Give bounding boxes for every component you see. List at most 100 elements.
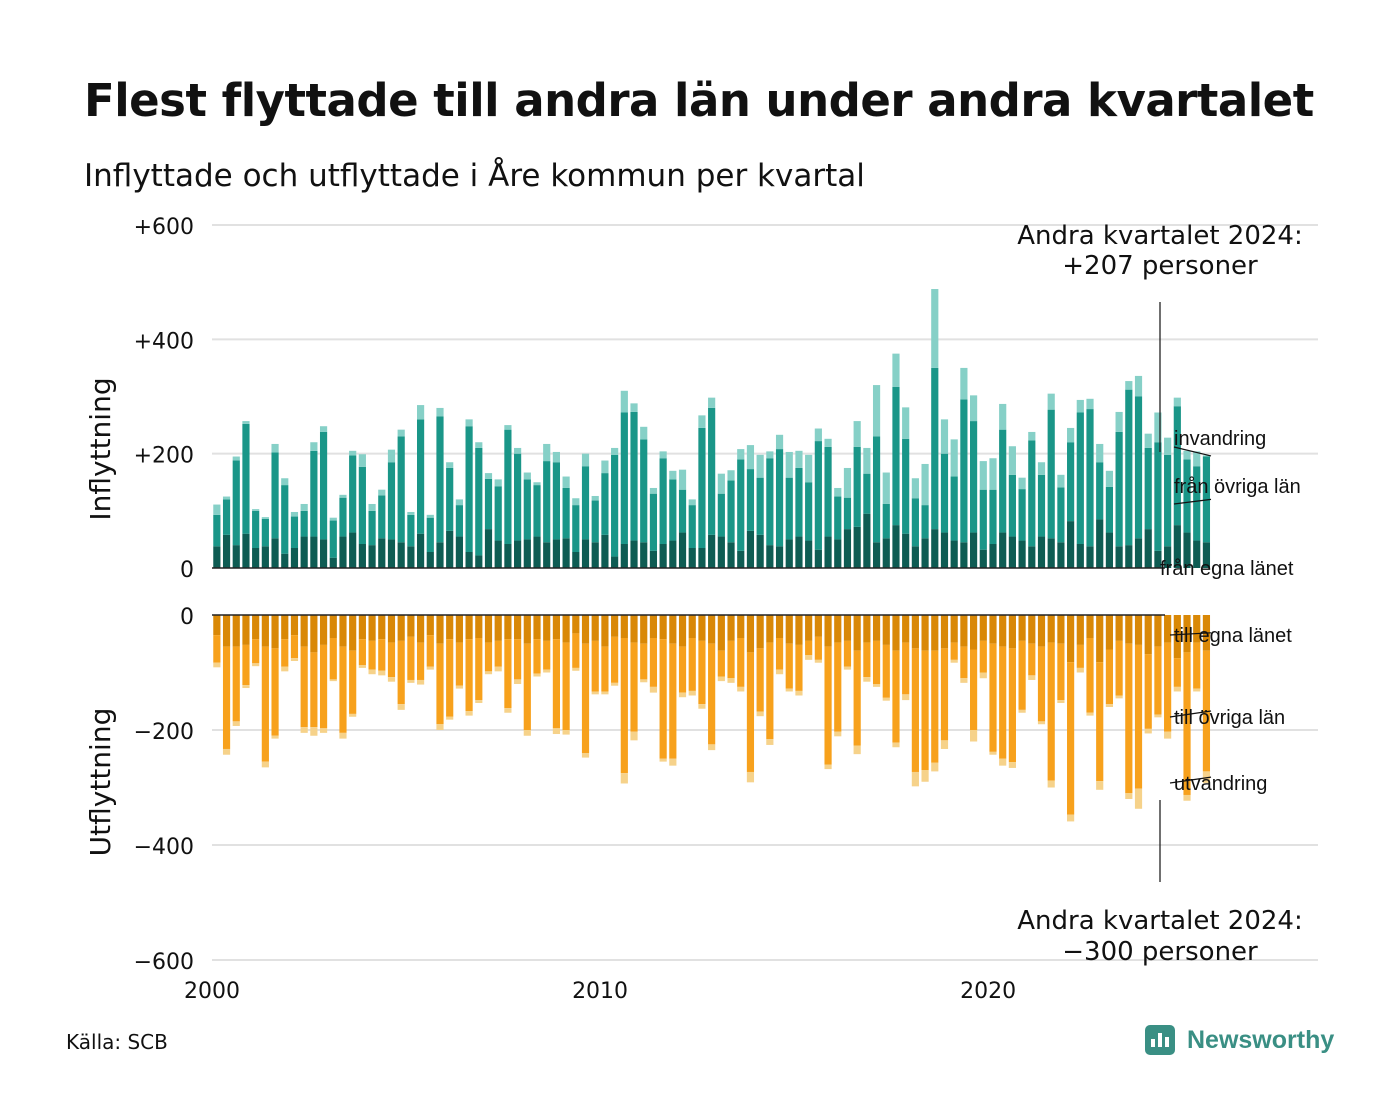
bar-inflow-1 <box>872 436 881 543</box>
bar-outflow-1 <box>242 644 250 686</box>
bar-inflow-1 <box>1018 489 1026 541</box>
bar-inflow-2 <box>455 499 463 506</box>
bar-inflow-2 <box>349 450 357 456</box>
bar-outflow-1 <box>640 643 648 680</box>
bar-inflow-0 <box>426 551 434 568</box>
bar-outflow-2 <box>1193 688 1201 692</box>
bar-outflow-0 <box>727 615 735 641</box>
bar-outflow-0 <box>368 615 376 641</box>
bar-inflow-0 <box>484 529 493 568</box>
bar-inflow-2 <box>232 456 240 461</box>
bar-outflow-1 <box>484 642 493 672</box>
bar-inflow-2 <box>678 469 687 490</box>
bar-inflow-0 <box>271 538 279 568</box>
bar-outflow-0 <box>931 615 939 651</box>
bar-outflow-1 <box>882 644 890 698</box>
bar-inflow-2 <box>601 460 609 474</box>
bar-inflow-0 <box>892 525 900 568</box>
bar-inflow-2 <box>494 479 502 487</box>
bar-inflow-1 <box>940 453 949 533</box>
bar-outflow-1 <box>494 640 502 667</box>
bar-inflow-1 <box>378 495 386 539</box>
bar-outflow-2 <box>1067 814 1075 822</box>
bar-inflow-1 <box>591 500 599 543</box>
bar-inflow-2 <box>775 434 784 450</box>
bar-outflow-1 <box>649 638 658 687</box>
bar-outflow-2 <box>1047 780 1055 788</box>
bar-inflow-0 <box>213 546 221 568</box>
bar-outflow-2 <box>708 744 716 751</box>
bar-outflow-1 <box>397 640 405 705</box>
bar-outflow-1 <box>795 644 803 691</box>
bar-inflow-2 <box>746 445 755 470</box>
bar-inflow-1 <box>601 473 609 535</box>
bar-outflow-0 <box>630 615 638 643</box>
bar-inflow-2 <box>1115 411 1123 432</box>
bar-outflow-0 <box>863 615 871 643</box>
bar-inflow-0 <box>863 513 871 568</box>
bar-inflow-1 <box>1086 409 1094 547</box>
y-axis-title: Utflyttning <box>84 708 117 857</box>
bar-outflow-0 <box>756 615 764 649</box>
bar-outflow-0 <box>329 615 337 638</box>
bar-inflow-1 <box>785 477 793 540</box>
bar-outflow-0 <box>1144 615 1152 655</box>
bar-inflow-1 <box>1164 454 1172 547</box>
bar-inflow-0 <box>1086 546 1094 568</box>
bar-inflow-1 <box>349 455 357 533</box>
bar-outflow-2 <box>630 731 638 741</box>
bar-inflow-0 <box>688 547 696 568</box>
bar-outflow-1 <box>659 639 667 759</box>
bar-outflow-0 <box>572 615 580 634</box>
bar-outflow-0 <box>252 615 260 640</box>
bar-outflow-2 <box>824 764 832 770</box>
bar-inflow-0 <box>533 536 541 568</box>
annotation-text: Andra kvartalet 2024: <box>1017 906 1302 936</box>
bar-outflow-1 <box>1183 652 1191 795</box>
bar-inflow-0 <box>436 542 444 568</box>
bar-inflow-1 <box>708 407 716 535</box>
bar-outflow-1 <box>271 648 279 736</box>
bar-outflow-0 <box>902 615 910 643</box>
bar-outflow-2 <box>863 677 871 682</box>
bar-outflow-1 <box>785 643 793 689</box>
bar-outflow-1 <box>872 640 881 684</box>
bar-outflow-2 <box>368 669 376 675</box>
bar-inflow-1 <box>892 386 900 526</box>
bar-outflow-2 <box>698 704 706 709</box>
bar-inflow-2 <box>737 449 745 460</box>
bar-outflow-0 <box>717 615 725 651</box>
bar-outflow-2 <box>1076 667 1084 673</box>
bar-inflow-2 <box>475 442 483 448</box>
bar-inflow-2 <box>766 451 774 459</box>
bar-outflow-2 <box>766 739 774 745</box>
leader-line <box>1169 632 1212 636</box>
bar-inflow-0 <box>795 536 803 568</box>
bar-inflow-2 <box>814 428 822 442</box>
bar-inflow-2 <box>358 454 366 467</box>
bar-inflow-1 <box>222 499 231 535</box>
bar-inflow-1 <box>659 458 667 544</box>
bar-inflow-0 <box>378 538 386 568</box>
bar-outflow-0 <box>669 615 677 644</box>
bar-inflow-2 <box>1018 477 1026 490</box>
bar-outflow-2 <box>407 679 415 683</box>
bar-outflow-2 <box>611 682 619 686</box>
bar-inflow-2 <box>708 397 716 408</box>
bar-outflow-1 <box>329 638 337 680</box>
bar-inflow-1 <box>242 423 250 534</box>
bar-outflow-2 <box>387 677 396 682</box>
bar-outflow-0 <box>1105 615 1114 650</box>
series-label: utvandring <box>1174 773 1267 795</box>
bar-outflow-0 <box>562 615 570 643</box>
bar-outflow-2 <box>1037 721 1046 725</box>
bar-inflow-2 <box>261 517 269 519</box>
y-tick-label: +200 <box>134 444 194 469</box>
bar-inflow-2 <box>630 403 638 412</box>
bar-inflow-1 <box>630 411 638 541</box>
bar-inflow-0 <box>349 532 357 568</box>
bar-outflow-1 <box>969 649 978 730</box>
bar-outflow-1 <box>290 635 299 659</box>
bar-inflow-2 <box>252 509 260 511</box>
bar-outflow-1 <box>1134 644 1143 789</box>
